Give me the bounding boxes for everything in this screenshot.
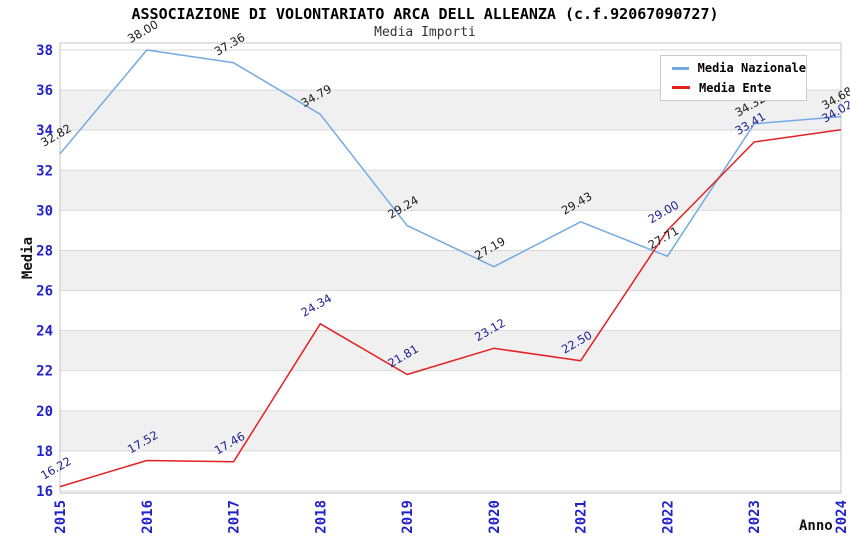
legend-line-sample-blue-icon [672,66,689,70]
plot-band [60,330,841,371]
y-tick-label: 20 [36,404,53,420]
y-tick-label: 26 [36,284,53,300]
x-tick-label: 2017 [227,500,243,534]
x-axis-title: Anno [799,518,833,534]
x-tick-label: 2023 [747,500,763,534]
legend-line-sample-red-icon [672,86,690,90]
y-tick-label: 32 [36,163,53,179]
y-tick-label: 30 [36,203,53,219]
chart-title: ASSOCIAZIONE DI VOLONTARIATO ARCA DELL A… [131,5,719,23]
x-tick-label: 2021 [574,500,590,534]
plot-band [60,170,841,211]
chart-subtitle: Media Importi [374,25,476,40]
y-tick-label: 36 [36,83,53,99]
y-tick-label: 18 [36,444,53,460]
plot-band [60,410,841,451]
plot-band [60,250,841,291]
x-tick-label: 2018 [313,500,329,534]
legend: Media Nazionale Media Ente [660,55,807,101]
legend-item-media-nazionale: Media Nazionale [672,61,806,75]
y-tick-label: 24 [36,324,53,340]
legend-item-media-ente: Media Ente [672,81,806,95]
series-line-media-nazionale [59,49,842,268]
point-label: 38.00 [125,17,161,46]
legend-label: Media Nazionale [697,61,806,76]
series-line-media-ente [59,129,842,488]
x-tick-label: 2015 [53,500,69,534]
point-label: 24.34 [299,291,335,320]
x-tick-label: 2019 [400,500,416,534]
x-tick-label: 2016 [140,500,156,534]
y-axis-title: Media [20,236,36,280]
x-tick-label: 2022 [660,500,676,534]
x-tick-label: 2020 [487,500,503,534]
y-tick-label: 28 [36,243,53,259]
plot-border [59,42,842,494]
y-tick-label: 38 [36,43,53,59]
y-tick-label: 22 [36,364,53,380]
point-label: 27.71 [646,224,682,253]
legend-label: Media Ente [699,80,772,95]
point-label: 37.36 [212,30,248,59]
y-tick-label: 34 [36,123,53,139]
x-tick-label: 2024 [834,500,850,534]
y-tick-label: 16 [36,484,53,500]
